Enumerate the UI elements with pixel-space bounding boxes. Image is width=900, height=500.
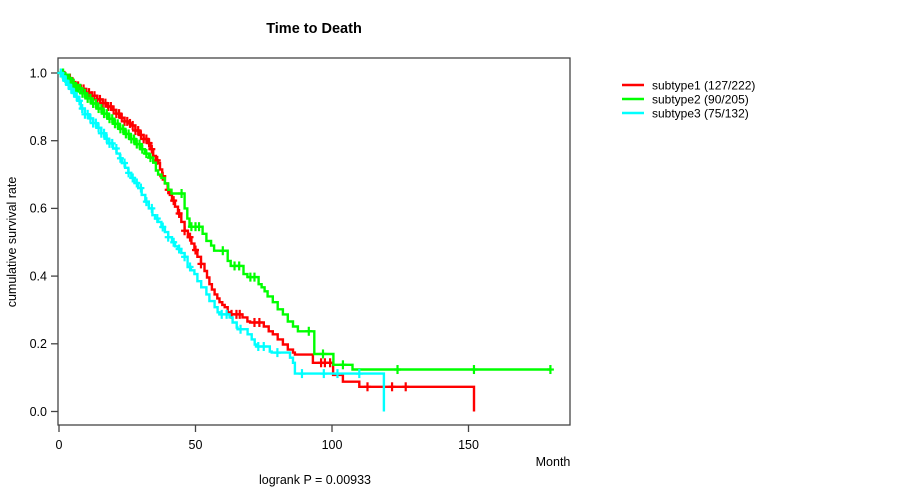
y-tick-label: 0.8 xyxy=(30,134,47,148)
survival-curve xyxy=(59,71,551,371)
x-tick-label: 150 xyxy=(458,438,479,452)
y-tick-label: 0.2 xyxy=(30,337,47,351)
series-subtype3 xyxy=(57,68,386,412)
legend-item-subtype2: subtype2 (90/205) xyxy=(622,92,749,106)
legend-item-subtype3: subtype3 (75/132) xyxy=(622,106,749,120)
logrank-annotation: logrank P = 0.00933 xyxy=(259,473,371,487)
survival-curves xyxy=(57,68,554,412)
y-tick-label: 1.0 xyxy=(30,66,47,80)
legend-item-subtype1: subtype1 (127/222) xyxy=(622,78,755,92)
y-tick-label: 0.6 xyxy=(30,202,47,216)
legend-label: subtype3 (75/132) xyxy=(652,106,749,120)
legend-label: subtype1 (127/222) xyxy=(652,78,755,92)
plot-box xyxy=(57,57,571,426)
survival-curve xyxy=(59,71,386,412)
x-axis-ticks: 0 50 100 150 xyxy=(56,425,479,452)
legend-label: subtype2 (90/205) xyxy=(652,92,749,106)
y-tick-label: 0.4 xyxy=(30,269,47,283)
series-subtype2 xyxy=(57,68,554,375)
y-axis-label: cumulative survival rate xyxy=(5,177,19,308)
series-subtype1 xyxy=(58,68,476,412)
survival-curve xyxy=(59,71,476,412)
y-axis-ticks: 1.0 0.8 0.6 0.4 0.2 0.0 xyxy=(30,66,58,419)
chart-title: Time to Death xyxy=(266,21,362,37)
x-tick-label: 50 xyxy=(189,438,203,452)
y-tick-label: 0.0 xyxy=(30,405,47,419)
legend: subtype1 (127/222)subtype2 (90/205)subty… xyxy=(622,78,755,120)
x-tick-label: 100 xyxy=(322,438,343,452)
x-tick-label: 0 xyxy=(56,438,63,452)
x-axis-label: Month xyxy=(536,455,571,469)
